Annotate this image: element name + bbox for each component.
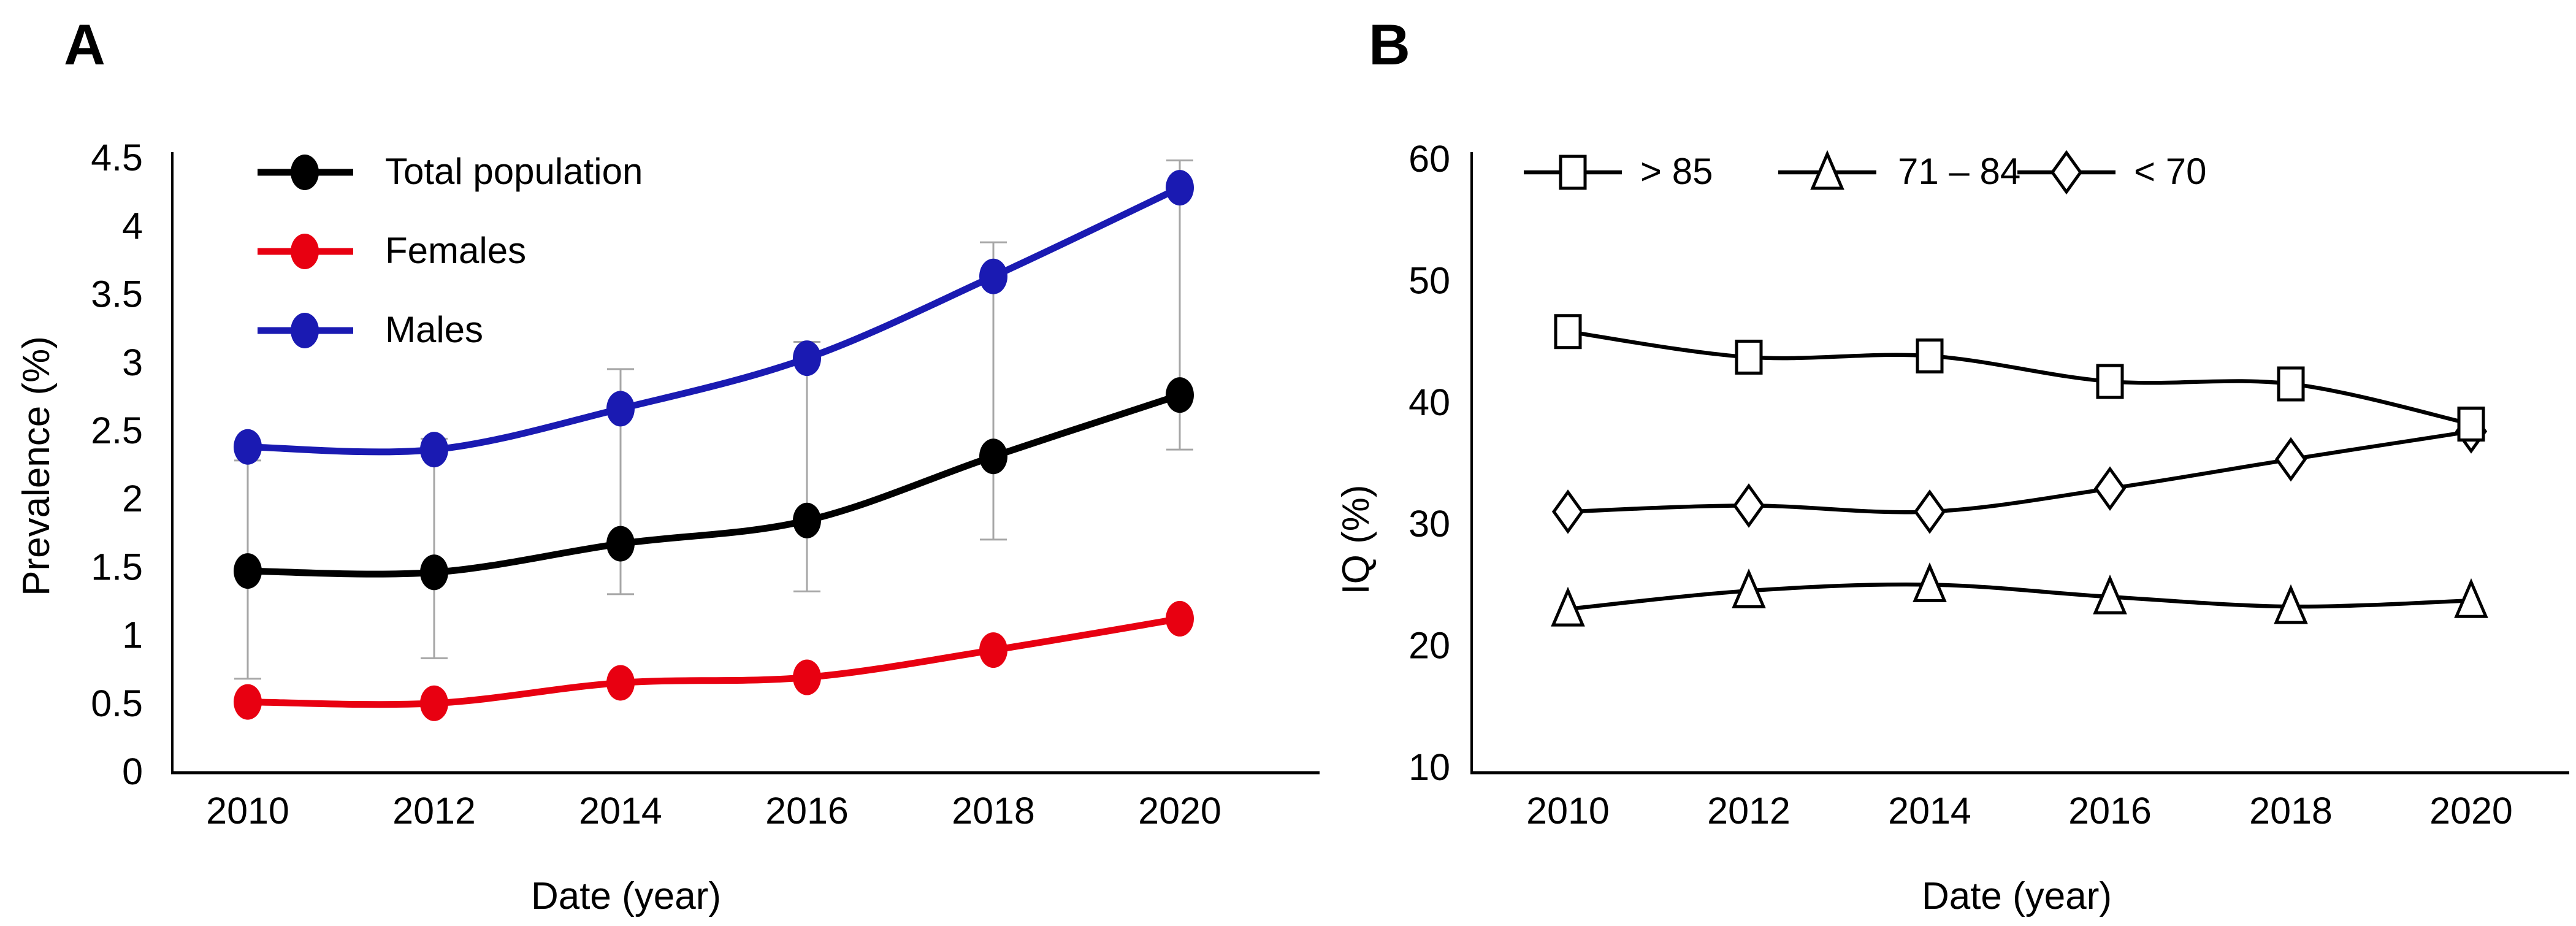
- males-point-2016: [793, 340, 821, 377]
- legend-label-females: Females: [385, 229, 527, 271]
- legend-marker-71-84: [1810, 150, 1844, 190]
- panel-b-y-axis-title: IQ (%): [1335, 484, 1377, 595]
- legend-label-males: Males: [385, 308, 484, 350]
- males-point-2014: [606, 391, 635, 427]
- females-point-2016: [793, 659, 821, 695]
- y-tick-label-a-0-5: 0.5: [91, 683, 143, 724]
- panel-b-x-axis-title: Date (year): [1921, 875, 2112, 917]
- males-point-2018: [979, 258, 1007, 294]
- y-tick-label-a-1-5: 1.5: [91, 546, 143, 587]
- y-tick-label-a-3: 3: [122, 342, 143, 383]
- series-line-total-population: [244, 391, 1183, 578]
- 71-84-point-2012: [1732, 568, 1766, 608]
- 71-84-point-2010: [1551, 586, 1585, 627]
- x-tick-label-b-2020: 2020: [2429, 790, 2513, 832]
- x-tick-label-b-2012: 2012: [1707, 790, 1791, 832]
- x-tick-label-a-2010: 2010: [206, 790, 289, 832]
- total-population-point-2016: [793, 502, 821, 538]
- males-point-2012: [420, 432, 448, 468]
- y-tick-label-b-20: 20: [1408, 625, 1450, 667]
- series-line-females: [244, 615, 1183, 708]
- x-tick-label-b-2010: 2010: [1526, 790, 1610, 832]
- legend-marker-85: [1559, 155, 1587, 190]
- 71-84-point-2016: [2093, 574, 2127, 614]
- y-tick-label-a-0: 0: [122, 751, 143, 792]
- females-point-2020: [1166, 600, 1194, 637]
- legend-marker-males: [291, 313, 319, 348]
- y-tick-label-b-10: 10: [1408, 746, 1450, 788]
- total-population-point-2014: [606, 526, 635, 562]
- series-line-males: [244, 184, 1183, 456]
- legend-label-gt-85: > 85: [1640, 150, 1713, 192]
- legend-label-71-84: 71 – 84: [1898, 150, 2021, 192]
- 85-point-2016: [2096, 364, 2124, 399]
- x-tick-label-b-2016: 2016: [2068, 790, 2152, 832]
- y-tick-label-b-30: 30: [1408, 503, 1450, 545]
- females-point-2014: [606, 665, 635, 701]
- females-point-2018: [979, 632, 1007, 668]
- y-tick-label-b-60: 60: [1408, 138, 1450, 180]
- females-point-2010: [234, 684, 262, 720]
- x-tick-label-b-2014: 2014: [1888, 790, 1971, 832]
- y-tick-label-a-3-5: 3.5: [91, 274, 143, 315]
- 71-84-point-2018: [2274, 584, 2308, 624]
- total-population-point-2020: [1166, 377, 1194, 413]
- x-tick-label-a-2012: 2012: [392, 790, 476, 832]
- series-line-70: [1565, 429, 2474, 515]
- females-point-2012: [420, 685, 448, 721]
- 70-point-2010: [1551, 489, 1584, 534]
- 70-point-2012: [1732, 483, 1765, 528]
- legend-marker-females: [291, 234, 319, 269]
- y-tick-label-a-2: 2: [122, 478, 143, 519]
- 85-point-2012: [1735, 339, 1763, 375]
- legend-marker-70: [2050, 150, 2083, 195]
- 71-84-point-2020: [2454, 578, 2488, 618]
- series-line-85: [1565, 329, 2474, 426]
- 85-point-2014: [1916, 338, 1944, 373]
- total-population-point-2012: [420, 554, 448, 591]
- y-tick-label-a-1: 1: [122, 614, 143, 656]
- x-tick-label-a-2014: 2014: [579, 790, 662, 832]
- y-tick-label-a-2-5: 2.5: [91, 410, 143, 451]
- y-tick-label-a-4: 4: [122, 205, 143, 247]
- males-point-2010: [234, 429, 262, 465]
- x-tick-label-a-2020: 2020: [1138, 790, 1221, 832]
- legend-marker-total-population: [291, 155, 319, 190]
- 70-point-2014: [1913, 489, 1946, 534]
- 85-point-2010: [1554, 314, 1582, 350]
- y-tick-label-b-50: 50: [1408, 259, 1450, 301]
- 70-point-2018: [2274, 437, 2307, 482]
- 70-point-2016: [2093, 466, 2127, 511]
- males-point-2020: [1166, 170, 1194, 206]
- panel-a-y-axis-title: Prevalence (%): [15, 336, 58, 596]
- panel-b-letter: B: [1369, 12, 1410, 77]
- total-population-point-2010: [234, 553, 262, 589]
- x-tick-label-a-2016: 2016: [765, 790, 849, 832]
- 71-84-point-2014: [1913, 562, 1947, 602]
- y-tick-label-a-4-5: 4.5: [91, 137, 143, 178]
- y-tick-label-b-40: 40: [1408, 381, 1450, 423]
- 85-point-2020: [2457, 407, 2485, 442]
- panel-a-letter: A: [64, 12, 105, 77]
- total-population-point-2018: [979, 438, 1007, 475]
- legend-label-lt-70: < 70: [2134, 150, 2207, 192]
- panel-a-x-axis-title: Date (year): [530, 875, 722, 917]
- legend-label-total-population: Total population: [385, 150, 643, 192]
- 85-point-2018: [2277, 366, 2305, 402]
- x-tick-label-b-2018: 2018: [2249, 790, 2333, 832]
- series-line-71-84: [1565, 582, 2474, 611]
- x-tick-label-a-2018: 2018: [952, 790, 1035, 832]
